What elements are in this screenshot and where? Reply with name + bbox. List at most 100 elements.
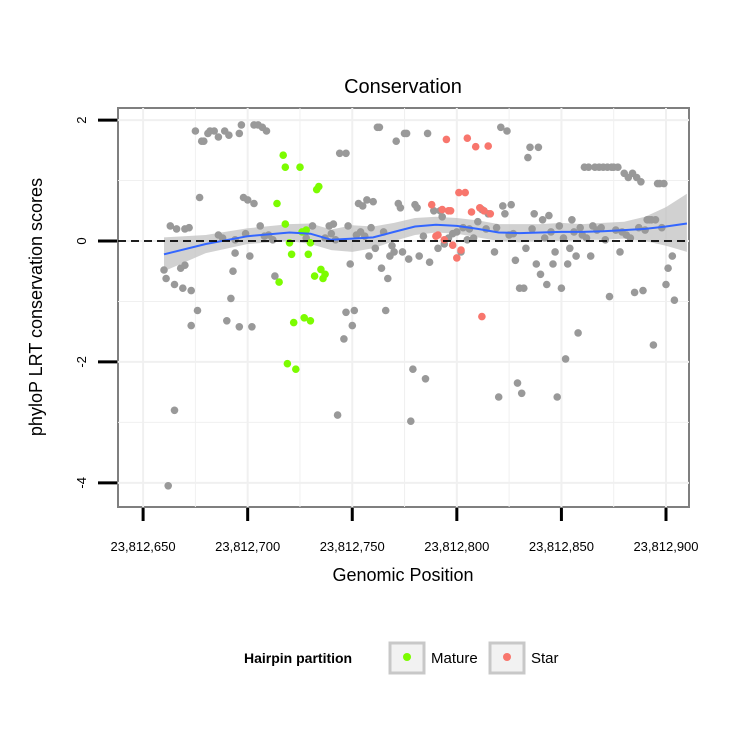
- other-point: [434, 244, 442, 253]
- other-point: [415, 252, 424, 260]
- other-point: [407, 417, 415, 426]
- other-point: [568, 216, 576, 224]
- other-point: [637, 178, 645, 186]
- other-point: [597, 223, 605, 232]
- other-point: [214, 133, 223, 141]
- other-point: [243, 196, 252, 204]
- other-point: [553, 393, 561, 401]
- other-point: [342, 308, 350, 317]
- other-point: [200, 137, 208, 145]
- other-point: [388, 242, 396, 250]
- mature-point: [321, 270, 329, 279]
- other-point: [630, 288, 639, 297]
- y-tick-label: -4: [74, 477, 89, 489]
- mature-point: [283, 359, 292, 368]
- other-point: [543, 280, 551, 289]
- other-point: [227, 294, 235, 303]
- other-point: [162, 274, 170, 283]
- other-point: [497, 123, 505, 132]
- other-point: [340, 335, 348, 343]
- other-point: [421, 375, 430, 383]
- other-point: [528, 225, 536, 233]
- mature-point: [310, 272, 319, 280]
- other-point: [377, 264, 386, 273]
- other-point: [398, 248, 407, 256]
- legend-label-mature: Mature: [431, 650, 478, 667]
- other-point: [223, 317, 231, 325]
- other-point: [526, 143, 534, 152]
- other-point: [664, 264, 672, 273]
- other-point: [396, 204, 405, 212]
- legend-label-star: Star: [531, 650, 559, 667]
- star-point: [448, 241, 457, 249]
- other-point: [540, 234, 549, 242]
- other-point: [367, 223, 375, 232]
- other-point: [545, 211, 553, 220]
- other-point: [342, 149, 350, 158]
- legend-title: Hairpin partition: [244, 650, 352, 666]
- other-point: [511, 256, 520, 265]
- other-point: [375, 123, 384, 132]
- other-point: [532, 260, 541, 268]
- other-point: [469, 234, 478, 242]
- other-point: [409, 365, 417, 374]
- confidence-band: [164, 193, 687, 272]
- other-point: [348, 321, 357, 330]
- other-point: [392, 137, 401, 145]
- other-point: [329, 220, 338, 228]
- legend: Hairpin partition Mature Star: [244, 641, 559, 675]
- other-point: [371, 244, 380, 253]
- other-point: [513, 379, 522, 387]
- other-point: [363, 196, 371, 204]
- other-point: [381, 306, 390, 315]
- mature-point: [289, 318, 298, 327]
- other-point: [235, 129, 244, 138]
- mature-point: [292, 365, 300, 374]
- other-point: [390, 248, 398, 256]
- other-point: [423, 129, 432, 138]
- other-point: [536, 270, 545, 279]
- other-point: [530, 210, 538, 218]
- other-point: [181, 261, 189, 270]
- other-point: [335, 149, 344, 158]
- star-point: [480, 207, 488, 215]
- other-point: [430, 207, 438, 215]
- other-point: [225, 131, 233, 139]
- other-point: [572, 252, 580, 260]
- other-point: [503, 127, 511, 135]
- mature-point: [302, 226, 311, 234]
- other-point: [651, 216, 660, 224]
- smooth-line-layer: [163, 222, 688, 256]
- x-tick-label: 23,812,750: [320, 539, 385, 554]
- star-point: [455, 188, 463, 197]
- star-point: [461, 188, 470, 197]
- other-point: [419, 232, 428, 240]
- chart-title: Conservation: [344, 76, 462, 98]
- star-point: [463, 134, 472, 142]
- other-point: [327, 229, 336, 238]
- mature-point: [281, 163, 290, 171]
- other-point: [574, 329, 582, 337]
- other-point: [576, 223, 584, 232]
- other-point: [551, 248, 559, 256]
- other-point: [507, 200, 515, 209]
- y-tick-label: 2: [74, 116, 89, 123]
- other-point: [172, 225, 181, 233]
- x-axis: 23,812,650 23,812,700 23,812,750 23,812,800…: [111, 508, 699, 554]
- other-point: [308, 222, 317, 230]
- other-point: [549, 260, 557, 268]
- other-point: [614, 163, 622, 171]
- mature-point: [315, 182, 323, 191]
- other-point: [490, 248, 499, 256]
- other-point: [626, 234, 635, 242]
- other-point: [453, 228, 461, 236]
- other-point: [557, 284, 566, 293]
- star-point: [440, 236, 449, 244]
- y-tick-label: -2: [74, 356, 89, 368]
- other-point: [501, 210, 509, 218]
- other-point: [191, 127, 200, 135]
- x-tick-label: 23,812,850: [529, 539, 594, 554]
- other-point: [649, 341, 658, 349]
- x-tick-label: 23,812,650: [111, 539, 176, 554]
- other-point: [384, 274, 392, 283]
